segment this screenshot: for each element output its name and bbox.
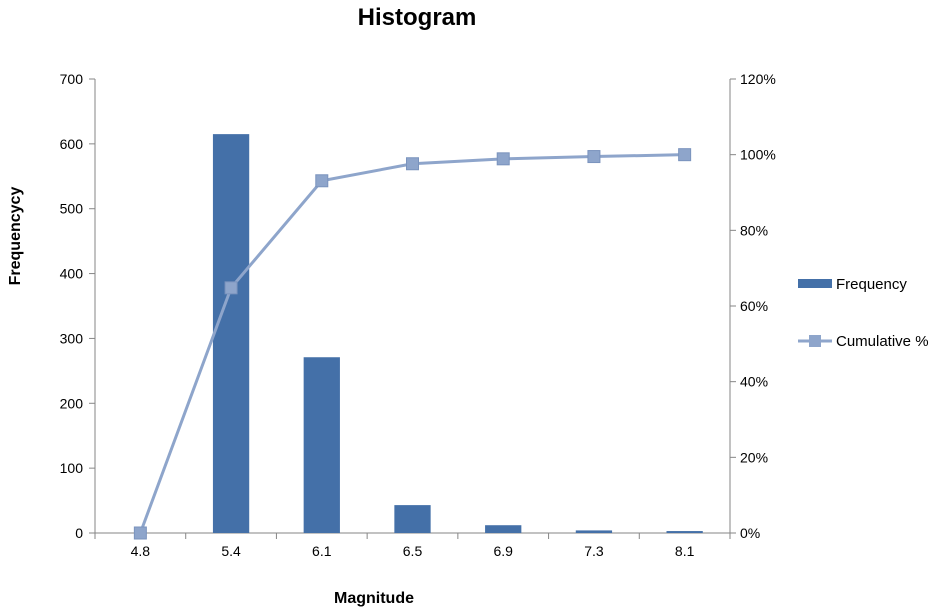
frequency-bar — [575, 530, 613, 533]
left-tick-label: 400 — [60, 266, 84, 282]
x-tick-label: 7.3 — [584, 543, 604, 559]
frequency-bar — [485, 525, 522, 533]
cumulative-point — [406, 157, 419, 171]
left-tick-label: 500 — [60, 201, 84, 217]
left-tick-label: 700 — [60, 71, 84, 87]
legend-cumulative-marker — [809, 335, 821, 347]
x-tick-label: 6.5 — [403, 543, 423, 559]
left-tick-label: 200 — [60, 395, 84, 411]
legend: Frequency Cumulative % — [798, 276, 929, 350]
right-tick-label: 120% — [740, 71, 776, 87]
right-tick-label: 80% — [740, 222, 768, 238]
cumulative-point — [315, 174, 329, 188]
x-tick-label: 6.9 — [493, 543, 513, 559]
frequency-bar — [666, 531, 703, 533]
right-tick-label: 40% — [740, 374, 768, 390]
right-tick-label: 20% — [740, 449, 768, 465]
frequency-bar — [212, 134, 250, 533]
y-axis-title: Frequencycy — [7, 187, 24, 286]
frequency-bar — [394, 505, 431, 533]
cumulative-point — [496, 152, 510, 166]
legend-cumulative-label: Cumulative % — [836, 333, 929, 350]
right-tick-label: 0% — [740, 525, 760, 541]
left-axis: 0 100 200 300 400 500 600 700 — [60, 71, 96, 541]
bar-series — [212, 134, 703, 533]
x-axis: 4.8 5.4 6.1 6.5 6.9 7.3 8.1 — [94, 532, 731, 559]
frequency-bar — [303, 357, 340, 533]
cumulative-point — [587, 150, 601, 164]
left-tick-label: 0 — [75, 525, 83, 541]
left-tick-label: 100 — [60, 460, 84, 476]
cumulative-point — [133, 526, 147, 540]
cumulative-point — [678, 148, 692, 162]
right-tick-label: 60% — [740, 298, 768, 314]
legend-frequency-label: Frequency — [836, 276, 907, 293]
x-tick-label: 5.4 — [221, 543, 241, 559]
cumulative-line-series — [133, 148, 692, 540]
x-axis-title: Magnitude — [334, 590, 414, 607]
x-tick-label: 4.8 — [131, 543, 151, 559]
legend-frequency-swatch — [798, 279, 832, 288]
chart-title: Histogram — [358, 4, 477, 31]
x-tick-label: 8.1 — [675, 543, 695, 559]
left-tick-label: 600 — [60, 136, 84, 152]
right-axis: 0% 20% 40% 60% 80% 100% 120% — [729, 71, 776, 541]
left-tick-label: 300 — [60, 330, 84, 346]
cumulative-point — [224, 281, 238, 295]
right-tick-label: 100% — [740, 147, 776, 163]
x-tick-label: 6.1 — [312, 543, 332, 559]
